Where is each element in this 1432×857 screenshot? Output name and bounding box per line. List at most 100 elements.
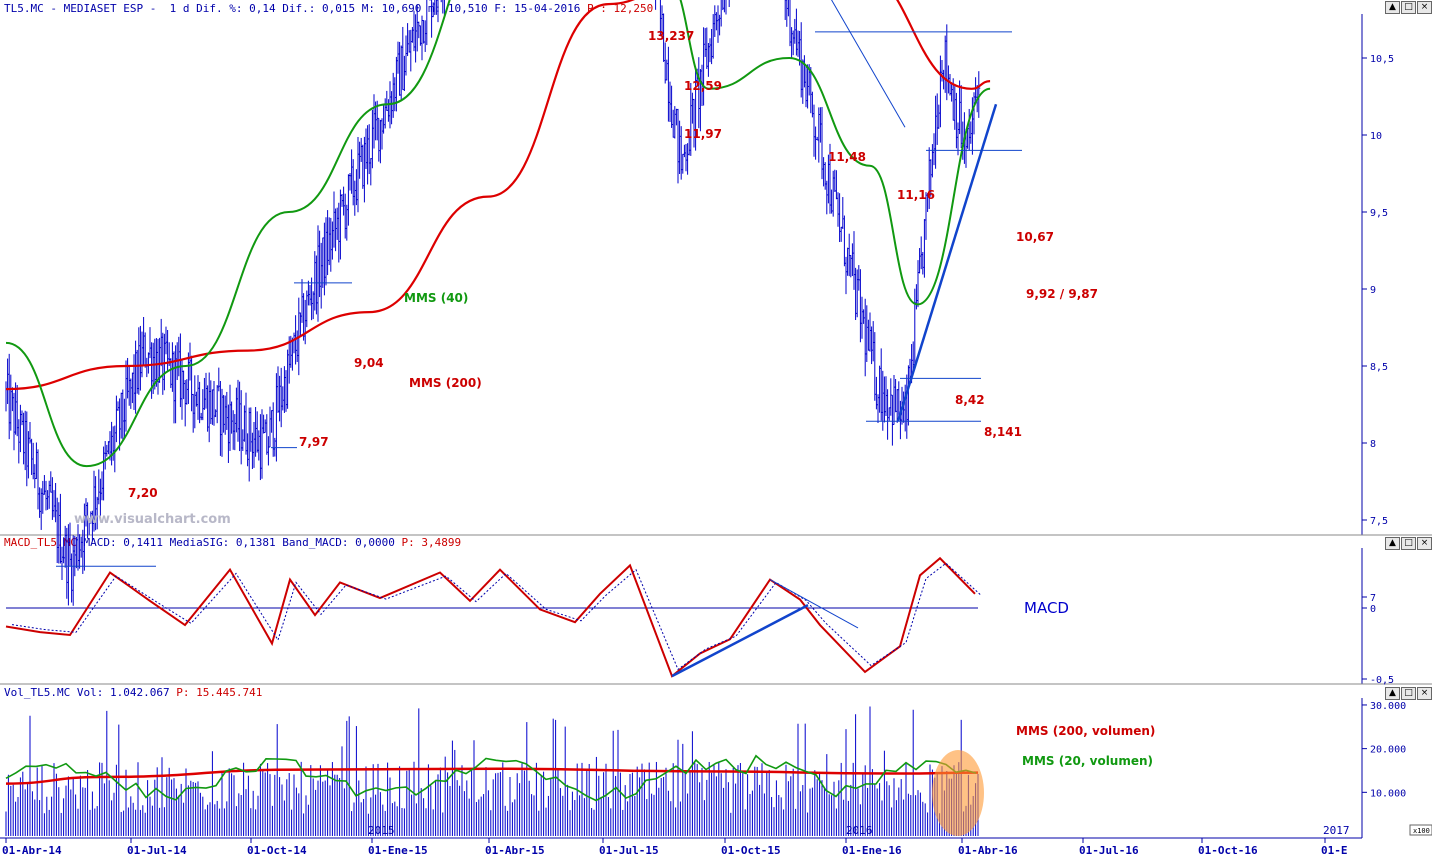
x-tick-label: 01-Oct-16 xyxy=(1198,844,1258,857)
scale-note: x100 xyxy=(1413,827,1430,835)
sig-value: 0,1381 xyxy=(235,536,276,549)
x-tick-label: 01-Abr-14 xyxy=(2,844,62,857)
restore-button[interactable]: □ xyxy=(1401,1,1416,14)
annotation-1259: 12,59 xyxy=(684,79,722,93)
x-axis-labels: 01-Abr-14 01-Jul-14 01-Oct-14 01-Ene-15 01-A… xyxy=(2,838,1348,857)
macd-uptrend xyxy=(671,604,809,678)
year-marker-2017: 2017 xyxy=(1323,824,1350,837)
year-marker-2016: 2016 xyxy=(846,824,873,837)
annotation-904: 9,04 xyxy=(354,356,384,370)
y-tick-label: 9,5 xyxy=(1370,208,1388,219)
x-tick-label: 01-Jul-14 xyxy=(127,844,187,857)
vol-label: Vol: xyxy=(76,686,104,699)
volume-y-ticks: 10.000 20.000 30.000 xyxy=(1362,701,1406,799)
date-value: 15-04-2016 xyxy=(514,2,581,15)
annotation-1197: 11,97 xyxy=(684,127,722,141)
volume-panel-controls: ▲ □ × xyxy=(1385,687,1432,700)
x-tick-label: 01-Oct-15 xyxy=(721,844,781,857)
band-value: 0,0000 xyxy=(355,536,395,549)
y-tick-label: 7 xyxy=(1370,593,1376,604)
annotation-720: 7,20 xyxy=(128,486,158,500)
macd-signal-line xyxy=(11,562,982,671)
volume-tick-label: 20.000 xyxy=(1370,745,1406,756)
annotation-8141: 8,141 xyxy=(984,425,1022,439)
band-label: Band_MACD: xyxy=(282,536,349,549)
macd-downtrend xyxy=(769,579,859,629)
macd-header: MACD_TL5.MC MACD: 0,1411 MediaSIG: 0,138… xyxy=(4,536,461,549)
macd-label: MACD: xyxy=(83,536,117,549)
date-label: F: xyxy=(494,2,508,15)
annotation-1067: 10,67 xyxy=(1016,230,1054,244)
y-tick-label: 10 xyxy=(1370,131,1382,142)
mms20-volume-label: MMS (20, volumen) xyxy=(1022,754,1153,768)
price-moving-averages xyxy=(5,0,991,468)
macd-p-label: P: xyxy=(401,536,415,549)
mms200-volume-label: MMS (200, volumen) xyxy=(1016,724,1155,738)
p-value: 12,250 xyxy=(613,2,654,15)
dif-value: 0,015 xyxy=(321,2,356,15)
mms20-volume-line xyxy=(5,754,977,802)
downtrend-line xyxy=(831,0,906,128)
dif-pct-value: 0,14 xyxy=(249,2,276,15)
x-tick-label: 01-Oct-14 xyxy=(247,844,307,857)
max-value: 10,690 xyxy=(381,2,422,15)
mms40-label: MMS (40) xyxy=(404,291,468,305)
volume-tick-label: 10.000 xyxy=(1370,788,1406,799)
uptrend-line xyxy=(896,103,998,422)
volume-highlight-ellipse xyxy=(932,750,984,836)
price-header: TL5.MC - MEDIASET ESP - 1 d Dif. %: 0,14… xyxy=(4,2,654,15)
macd-y-ticks: 0 -0,5 xyxy=(1362,604,1394,686)
sig-label: MediaSIG: xyxy=(169,536,230,549)
minimize-button[interactable]: ▲ xyxy=(1385,687,1400,700)
macd-line xyxy=(5,556,976,678)
year-marker-2015: 2015 xyxy=(368,824,395,837)
price-bars xyxy=(5,0,981,606)
macd-title: MACD xyxy=(1024,599,1069,617)
x-tick-label: 01-Jul-15 xyxy=(599,844,659,857)
restore-button[interactable]: □ xyxy=(1401,687,1416,700)
volume-moving-averages xyxy=(5,750,984,836)
mms200-label: MMS (200) xyxy=(409,376,482,390)
price-panel-controls: ▲ □ × xyxy=(1385,1,1432,14)
x-tick-label: 01-Abr-16 xyxy=(958,844,1018,857)
symbol: TL5.MC xyxy=(4,2,44,15)
minimize-button[interactable]: ▲ xyxy=(1385,537,1400,550)
y-tick-label: 7,5 xyxy=(1370,516,1388,527)
watermark: www.visualchart.com xyxy=(74,512,231,527)
p-label: P : xyxy=(586,2,607,15)
annotation-1116: 11,16 xyxy=(897,188,935,202)
company-name: MEDIASET ESP xyxy=(63,2,144,15)
min-value: 10,510 xyxy=(447,2,488,15)
x-tick-label: 01-Ene-16 xyxy=(842,844,902,857)
y-tick-label: 8 xyxy=(1370,439,1376,450)
mms200-volume-line xyxy=(5,767,979,785)
x-tick-label: 01-Jul-16 xyxy=(1079,844,1139,857)
price-annotations xyxy=(56,0,1022,567)
max-label: M: xyxy=(361,2,375,15)
y-tick-label: 10,5 xyxy=(1370,54,1394,65)
scale-note-box xyxy=(1409,824,1432,836)
x-tick-label: 01-Abr-15 xyxy=(485,844,545,857)
period: 1 d xyxy=(169,2,190,15)
volume-header: Vol_TL5.MC Vol: 1.042.067 P: 15.445.741 xyxy=(4,686,262,699)
y-tick-label: 9 xyxy=(1370,285,1376,296)
vol-value: 1.042.067 xyxy=(109,686,170,699)
macd-panel-controls: ▲ □ × xyxy=(1385,537,1432,550)
macd-value: 0,1411 xyxy=(123,536,163,549)
macd-tick-label: -0,5 xyxy=(1370,675,1394,686)
minimize-button[interactable]: ▲ xyxy=(1385,1,1400,14)
mms200-line xyxy=(5,0,991,391)
dif-label: Dif.: xyxy=(282,2,316,15)
volume-bars xyxy=(5,706,979,836)
dif-pct-label: Dif. %: xyxy=(196,2,243,15)
restore-button[interactable]: □ xyxy=(1401,537,1416,550)
macd-lines xyxy=(5,556,982,678)
annotation-1148: 11,48 xyxy=(828,150,866,164)
macd-p-value: 3,4899 xyxy=(421,536,462,549)
x-tick-label: 01-E xyxy=(1321,844,1348,857)
vol-p-value: 15.445.741 xyxy=(196,686,263,699)
vol-name: Vol_TL5.MC xyxy=(4,686,71,699)
annotation-797: 7,97 xyxy=(299,435,329,449)
